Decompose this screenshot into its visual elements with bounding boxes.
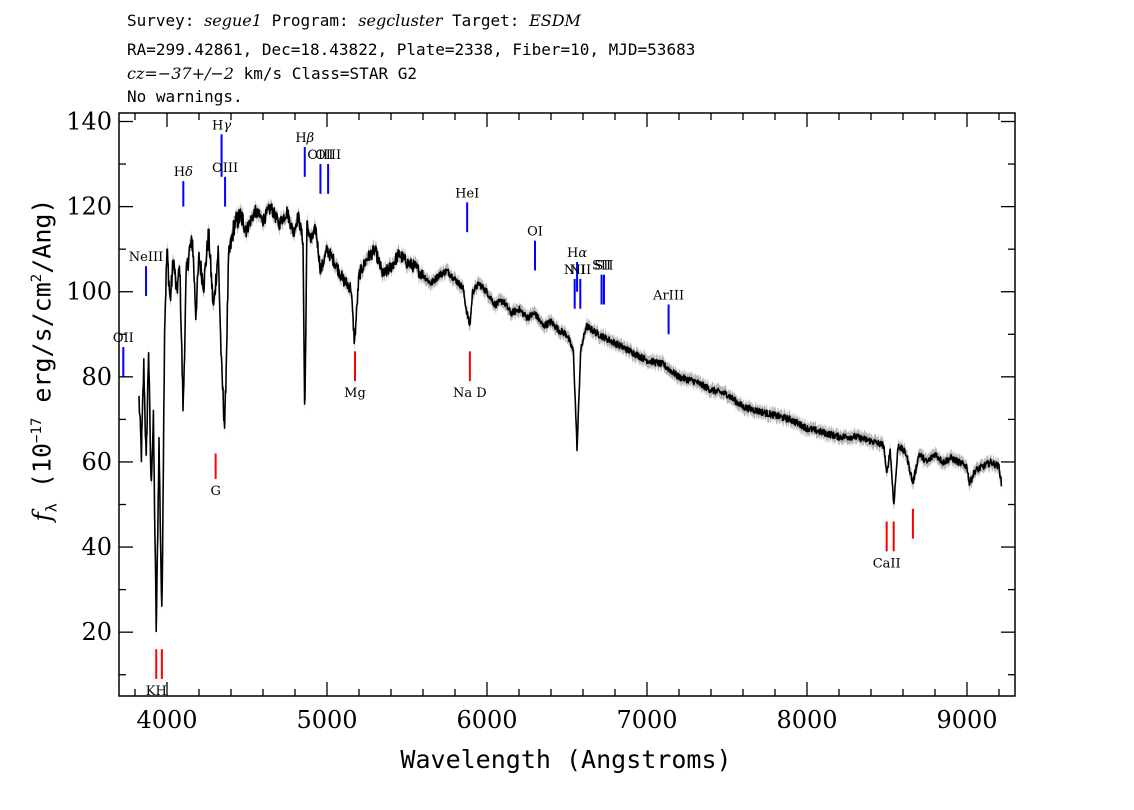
- annotation-greek: α: [578, 246, 587, 261]
- y-tick-label: 80: [81, 363, 112, 391]
- x-tick-label: 4000: [136, 706, 197, 734]
- x-axis-label: Wavelength (Angstroms): [400, 745, 732, 774]
- cz-symbol: cz: [127, 64, 145, 83]
- annotation-label: Mg: [344, 386, 366, 401]
- annotation-greek: γ: [223, 118, 231, 133]
- plot-frame: [118, 112, 1016, 697]
- header-line-4: No warnings.: [127, 87, 243, 106]
- annotation-label: OIII: [307, 148, 333, 163]
- y-tick-label: 40: [81, 533, 112, 561]
- annotation-label: Hβ: [295, 131, 314, 146]
- annotation-label: OI: [527, 225, 543, 240]
- axes: [118, 112, 1016, 697]
- annotation-greek: δ: [185, 165, 193, 180]
- survey-label: Survey:: [127, 11, 195, 30]
- x-tick-label: 7000: [616, 706, 677, 734]
- spectrum-line: [138, 203, 1003, 633]
- y-axis-label: fλ (10−17 erg/s/cm2/Ang): [27, 198, 61, 522]
- annotation-label: Na D: [453, 386, 487, 401]
- annotation-label: Hγ: [212, 118, 231, 133]
- tick-labels: 4000 5000 6000 7000 8000 9000 20 40 60 80 100 120 14…: [66, 108, 997, 734]
- annotation-label: Hα: [567, 246, 587, 261]
- y-tick-label: 20: [81, 618, 112, 646]
- class-text: km/s Class=STAR G2: [233, 64, 417, 83]
- target-label: Target:: [452, 11, 520, 30]
- annotation-label: ArIII: [652, 288, 684, 303]
- cz-value: =−37+/−2: [144, 64, 234, 83]
- survey-value: segue1: [204, 11, 262, 30]
- y-tick-label: 120: [66, 193, 112, 221]
- annotation-label: KH: [146, 684, 167, 699]
- header-line-2: RA=299.42861, Dec=18.43822, Plate=2338, …: [127, 40, 696, 59]
- annotation-label: Hδ: [174, 165, 193, 180]
- tick-marks: [119, 113, 1015, 696]
- annotation-greek: β: [306, 131, 315, 146]
- annotation-label: HeI: [455, 186, 479, 201]
- x-tick-label: 8000: [776, 706, 837, 734]
- annotation-label: SII: [594, 259, 613, 274]
- series-layer: [138, 203, 1003, 633]
- annotation-label: NeIII: [129, 250, 163, 265]
- annotation-label: OIII: [212, 161, 238, 176]
- y-tick-label: 140: [66, 108, 112, 136]
- annotation-label: NII: [569, 263, 591, 278]
- program-value: segcluster: [358, 11, 443, 30]
- annotation-label: OII: [113, 331, 134, 346]
- target-value: ESDM: [529, 11, 581, 30]
- annotation-label: G: [210, 484, 220, 499]
- x-tick-label: 6000: [456, 706, 517, 734]
- header-line-3: cz=−37+/−2 km/s Class=STAR G2: [127, 64, 417, 83]
- program-label: Program:: [271, 11, 349, 30]
- x-tick-label: 9000: [936, 706, 997, 734]
- annotation-label: SII: [592, 259, 611, 274]
- x-tick-label: 5000: [296, 706, 357, 734]
- y-tick-label: 100: [66, 278, 112, 306]
- annotation-label: CaII: [873, 556, 901, 571]
- annotation-label: OIII: [315, 148, 341, 163]
- y-tick-label: 60: [81, 448, 112, 476]
- annotation-label: NII: [564, 263, 586, 278]
- header-line-1: Survey: segue1 Program: segcluster Targe…: [127, 11, 581, 30]
